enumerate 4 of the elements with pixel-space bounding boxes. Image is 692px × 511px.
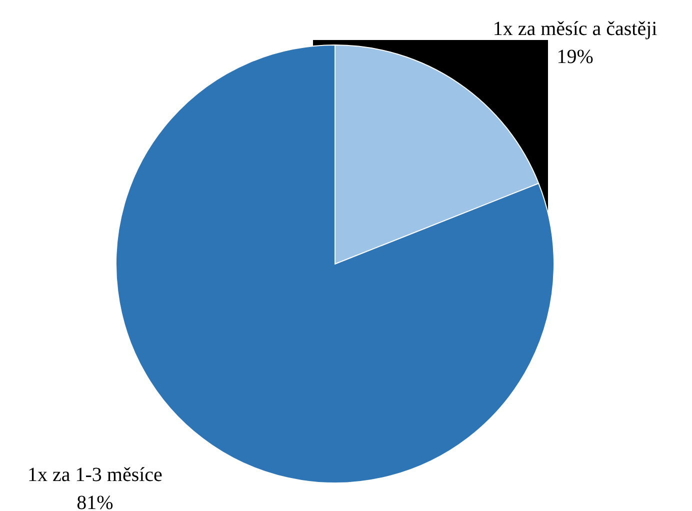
slice-label: 1x za měsíc a častěji bbox=[492, 18, 658, 40]
data-label: 81% bbox=[76, 492, 114, 511]
slice-label: 1x za 1-3 měsíce bbox=[27, 464, 163, 486]
data-label: 19% bbox=[556, 46, 594, 68]
